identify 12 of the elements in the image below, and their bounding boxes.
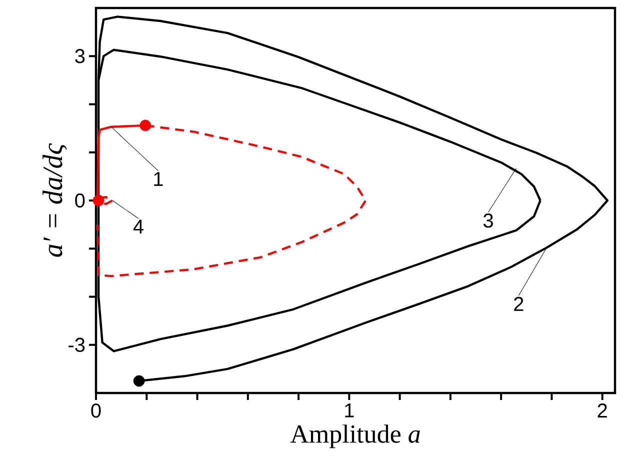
y-tick-label: 0 xyxy=(75,193,85,208)
annotation: 4 xyxy=(133,220,144,234)
annotation: 1 xyxy=(154,172,163,186)
y-tick-label: -3 xyxy=(68,338,85,352)
x-tick-label: 0 xyxy=(91,404,101,418)
y-tick-label: 3 xyxy=(75,49,85,64)
annotation: 3 xyxy=(483,214,493,228)
y-axis-title: a′ = da/dς xyxy=(42,143,67,257)
annotation: 2 xyxy=(514,296,524,311)
x-axis-title: Amplitude a xyxy=(290,424,420,448)
x-tick-label: 2 xyxy=(598,404,607,418)
x-tick-label: 1 xyxy=(345,404,354,418)
